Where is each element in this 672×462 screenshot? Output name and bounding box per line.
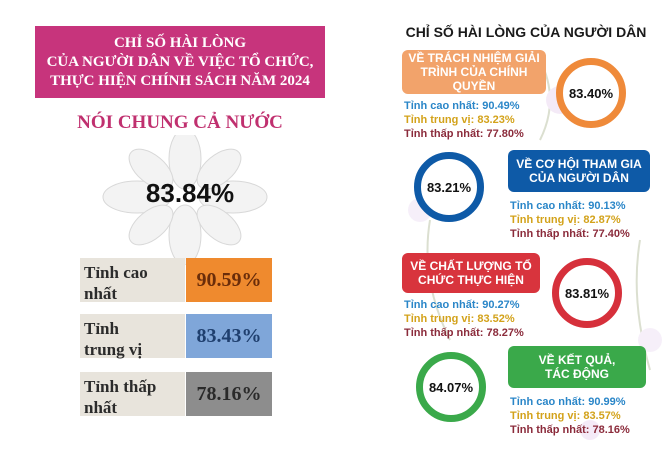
stat-label-bg-highest bbox=[80, 258, 185, 302]
heading-quality-line-1: VỀ CHẤT LƯỢNG TỔ bbox=[410, 259, 532, 273]
heading-accountability-line-1: VỀ TRÁCH NHIỆM GIẢI bbox=[408, 51, 540, 65]
ring-participation: 83.21% bbox=[414, 152, 484, 222]
section-heading-results: VỀ KẾT QUẢ, TÁC ĐỘNG bbox=[508, 346, 646, 388]
nationwide-subtitle: NÓI CHUNG CẢ NƯỚC bbox=[77, 112, 283, 133]
results-high: Tỉnh cao nhất: 90.99% bbox=[510, 396, 626, 408]
accountability-high: Tỉnh cao nhất: 90.49% bbox=[404, 100, 520, 112]
ring-results: 84.07% bbox=[416, 352, 486, 422]
participation-median: Tỉnh trung vị: 82.87% bbox=[510, 214, 621, 226]
stat-label-median-line-2: trung vị bbox=[84, 340, 143, 359]
main-title-box: CHỈ SỐ HÀI LÒNG CỦA NGƯỜI DÂN VỀ VIỆC TỔ… bbox=[35, 26, 325, 98]
stat-label-highest-line-1: Tỉnh cao bbox=[84, 263, 148, 282]
stat-label-median: Tỉnh trung vị bbox=[84, 318, 179, 360]
right-title: CHỈ SỐ HÀI LÒNG CỦA NGƯỜI DÂN bbox=[405, 24, 647, 40]
heading-participation-line-1: VỀ CƠ HỘI THAM GIA bbox=[516, 157, 642, 171]
heading-accountability-line-3: QUYỀN bbox=[452, 79, 496, 93]
accountability-median: Tỉnh trung vị: 83.23% bbox=[404, 114, 515, 126]
main-title-line-3: THỰC HIỆN CHÍNH SÁCH NĂM 2024 bbox=[50, 72, 310, 89]
stat-label-lowest-line-1: Tỉnh thấp bbox=[84, 377, 157, 396]
results-median: Tỉnh trung vị: 83.57% bbox=[510, 410, 621, 422]
stat-label-highest: Tỉnh cao nhất bbox=[84, 262, 179, 304]
main-title-line-2: CỦA NGƯỜI DÂN VỀ VIỆC TỔ CHỨC, bbox=[46, 53, 314, 70]
ring-accountability: 83.40% bbox=[556, 58, 626, 128]
quality-median: Tỉnh trung vị: 83.52% bbox=[404, 313, 515, 325]
stat-label-bg-lowest bbox=[80, 372, 185, 416]
stat-label-lowest-line-2: nhất bbox=[84, 398, 118, 417]
quality-low: Tỉnh thấp nhất: 78.27% bbox=[404, 327, 524, 339]
stat-value-median: 83.43% bbox=[186, 314, 272, 358]
stat-label-highest-line-2: nhất bbox=[84, 284, 118, 303]
stat-label-median-line-1: Tỉnh bbox=[84, 319, 119, 338]
heading-accountability-line-2: TRÌNH CỦA CHÍNH bbox=[420, 65, 528, 79]
stat-label-bg-median bbox=[80, 314, 185, 358]
quality-high: Tỉnh cao nhất: 90.27% bbox=[404, 299, 520, 311]
participation-high: Tỉnh cao nhất: 90.13% bbox=[510, 200, 626, 212]
overall-index-value: 83.84% bbox=[145, 178, 235, 208]
participation-low: Tỉnh thấp nhất: 77.40% bbox=[510, 228, 630, 240]
ring-quality: 83.81% bbox=[552, 258, 622, 328]
accountability-low: Tỉnh thấp nhất: 77.80% bbox=[404, 128, 524, 140]
stat-label-lowest: Tỉnh thấp nhất bbox=[84, 376, 179, 418]
section-heading-accountability: VỀ TRÁCH NHIỆM GIẢI TRÌNH CỦA CHÍNH QUYỀ… bbox=[402, 50, 546, 94]
stat-value-lowest: 78.16% bbox=[186, 372, 272, 416]
stat-value-highest: 90.59% bbox=[186, 258, 272, 302]
heading-quality-line-2: CHỨC THỰC HIỆN bbox=[418, 273, 524, 287]
results-low: Tỉnh thấp nhất: 78.16% bbox=[510, 424, 630, 436]
flower-decoration bbox=[102, 135, 268, 265]
section-heading-participation: VỀ CƠ HỘI THAM GIA CỦA NGƯỜI DÂN bbox=[508, 150, 650, 192]
heading-results-line-2: TÁC ĐỘNG bbox=[545, 367, 609, 381]
main-title-line-1: CHỈ SỐ HÀI LÒNG bbox=[113, 34, 247, 51]
section-heading-quality: VỀ CHẤT LƯỢNG TỔ CHỨC THỰC HIỆN bbox=[402, 253, 540, 293]
heading-results-line-1: VỀ KẾT QUẢ, bbox=[538, 353, 616, 367]
heading-participation-line-2: CỦA NGƯỜI DÂN bbox=[529, 171, 629, 185]
